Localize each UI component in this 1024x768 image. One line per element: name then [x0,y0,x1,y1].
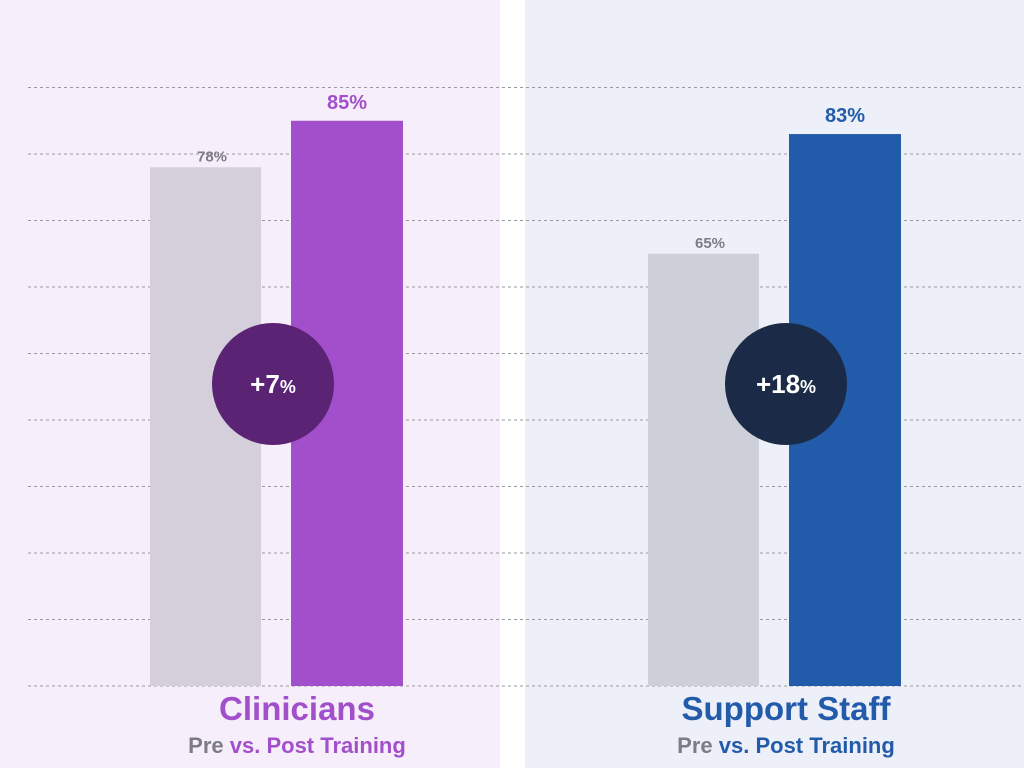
subtitle-pre: Pre [677,733,713,758]
group-subtitle: Pre vs. Post Training [97,733,497,759]
delta-badge [212,323,334,445]
delta-badge [725,323,847,445]
pre-value-label: 65% [695,235,725,252]
subtitle-rest: vs. Post Training [223,733,406,758]
pre-bar [648,253,759,686]
group-subtitle: Pre vs. Post Training [586,733,986,759]
delta-label: +7% [250,369,296,399]
post-value-label: 85% [327,92,367,114]
group-title: Support Staff [681,690,891,727]
post-value-label: 83% [825,105,865,127]
group-title: Clinicians [219,690,375,727]
subtitle-rest: vs. Post Training [712,733,895,758]
pre-value-label: 78% [197,148,227,165]
subtitle-pre: Pre [188,733,224,758]
delta-label: +18% [756,369,816,399]
